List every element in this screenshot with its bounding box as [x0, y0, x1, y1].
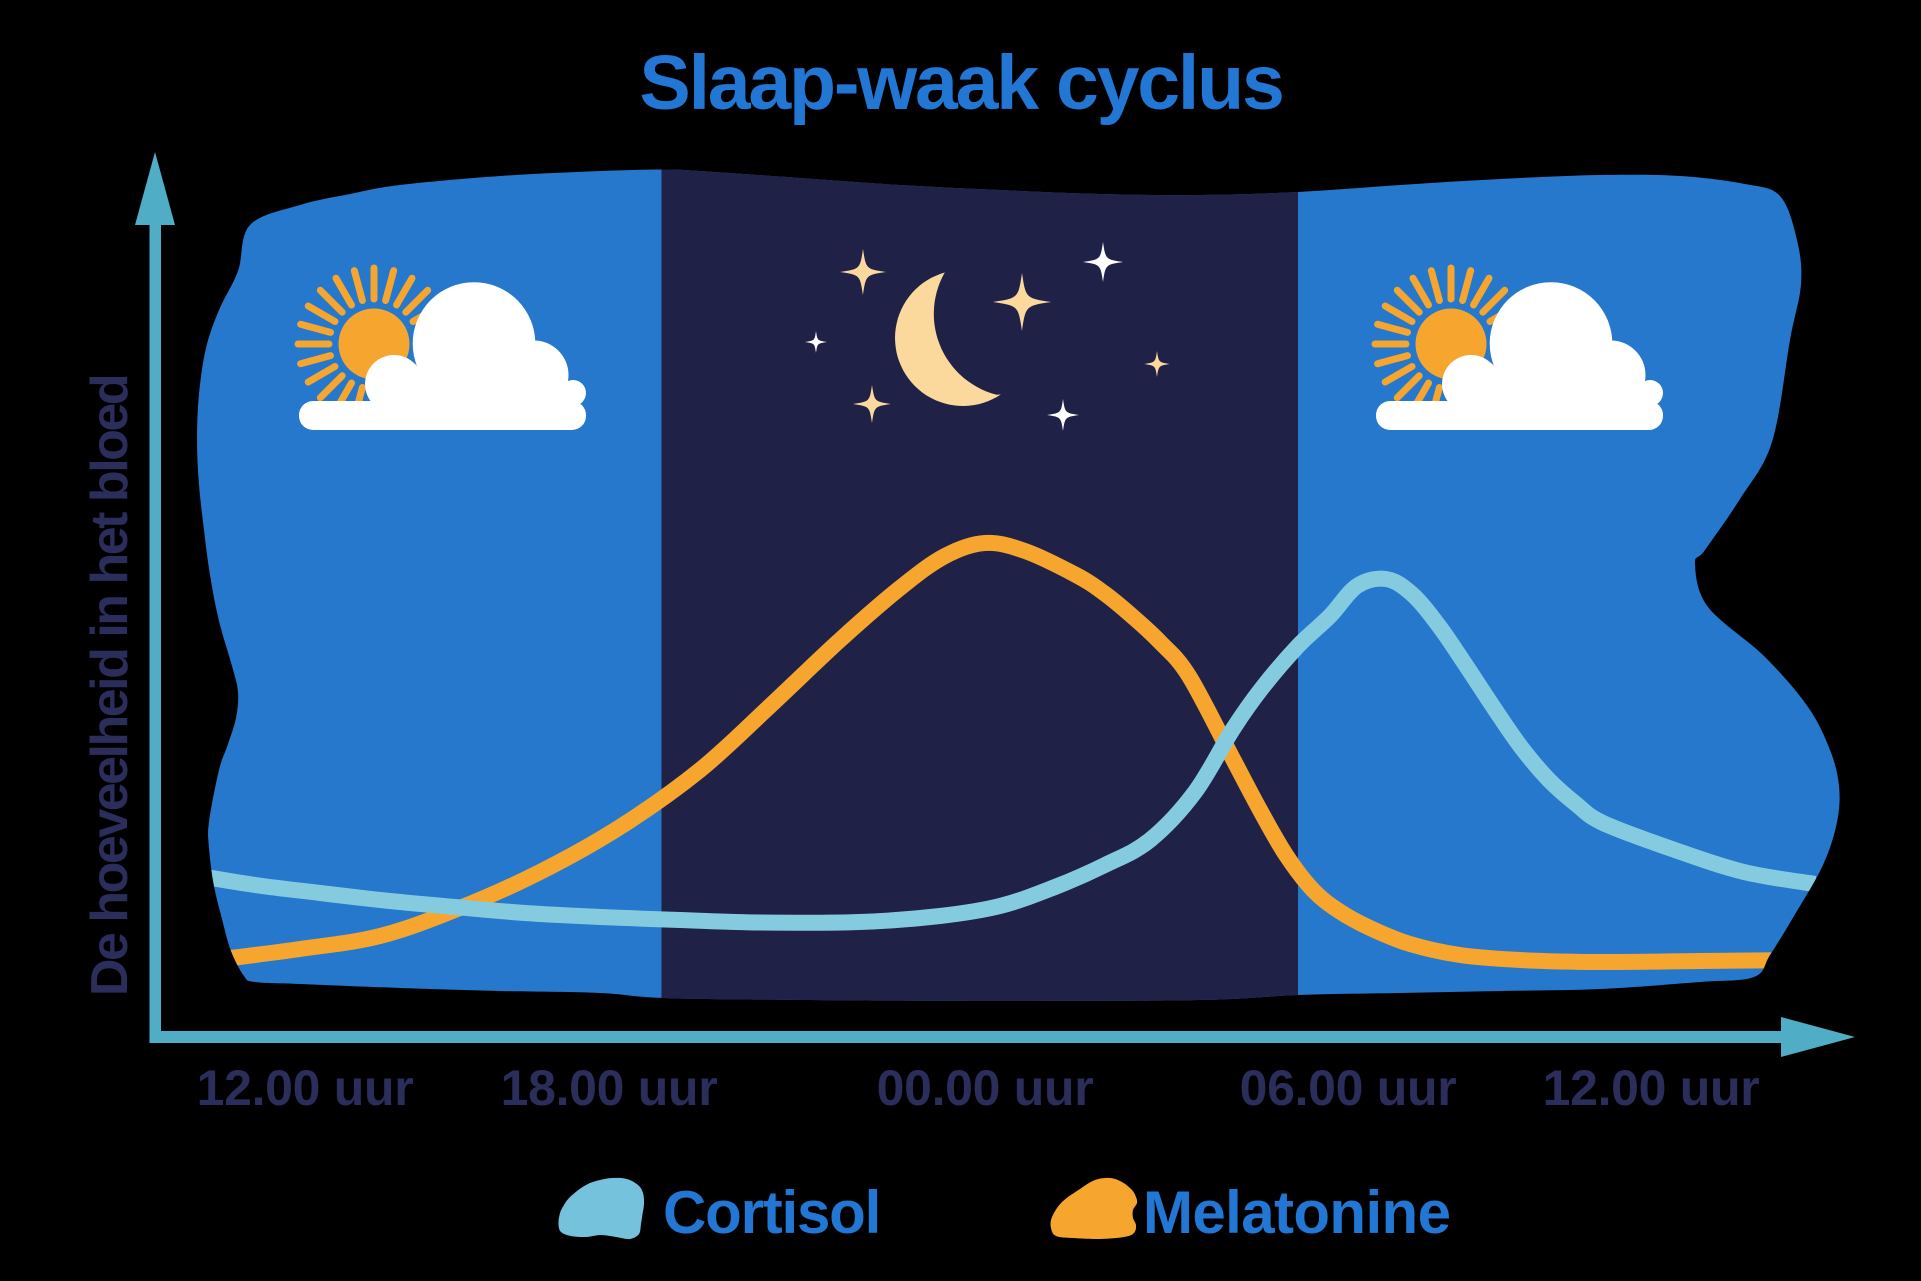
svg-text:18.00 uur: 18.00 uur [501, 1060, 718, 1116]
svg-text:Slaap-waak cyclus: Slaap-waak cyclus [639, 40, 1282, 126]
svg-text:Melatonine: Melatonine [1143, 1179, 1450, 1246]
svg-text:12.00 uur: 12.00 uur [1543, 1060, 1760, 1116]
svg-text:12.00 uur: 12.00 uur [197, 1060, 414, 1116]
svg-text:06.00 uur: 06.00 uur [1240, 1060, 1457, 1116]
svg-text:00.00 uur: 00.00 uur [877, 1060, 1094, 1116]
svg-text:De hoeveelheid in het bloed: De hoeveelheid in het bloed [81, 376, 139, 996]
svg-text:Cortisol: Cortisol [663, 1179, 880, 1246]
